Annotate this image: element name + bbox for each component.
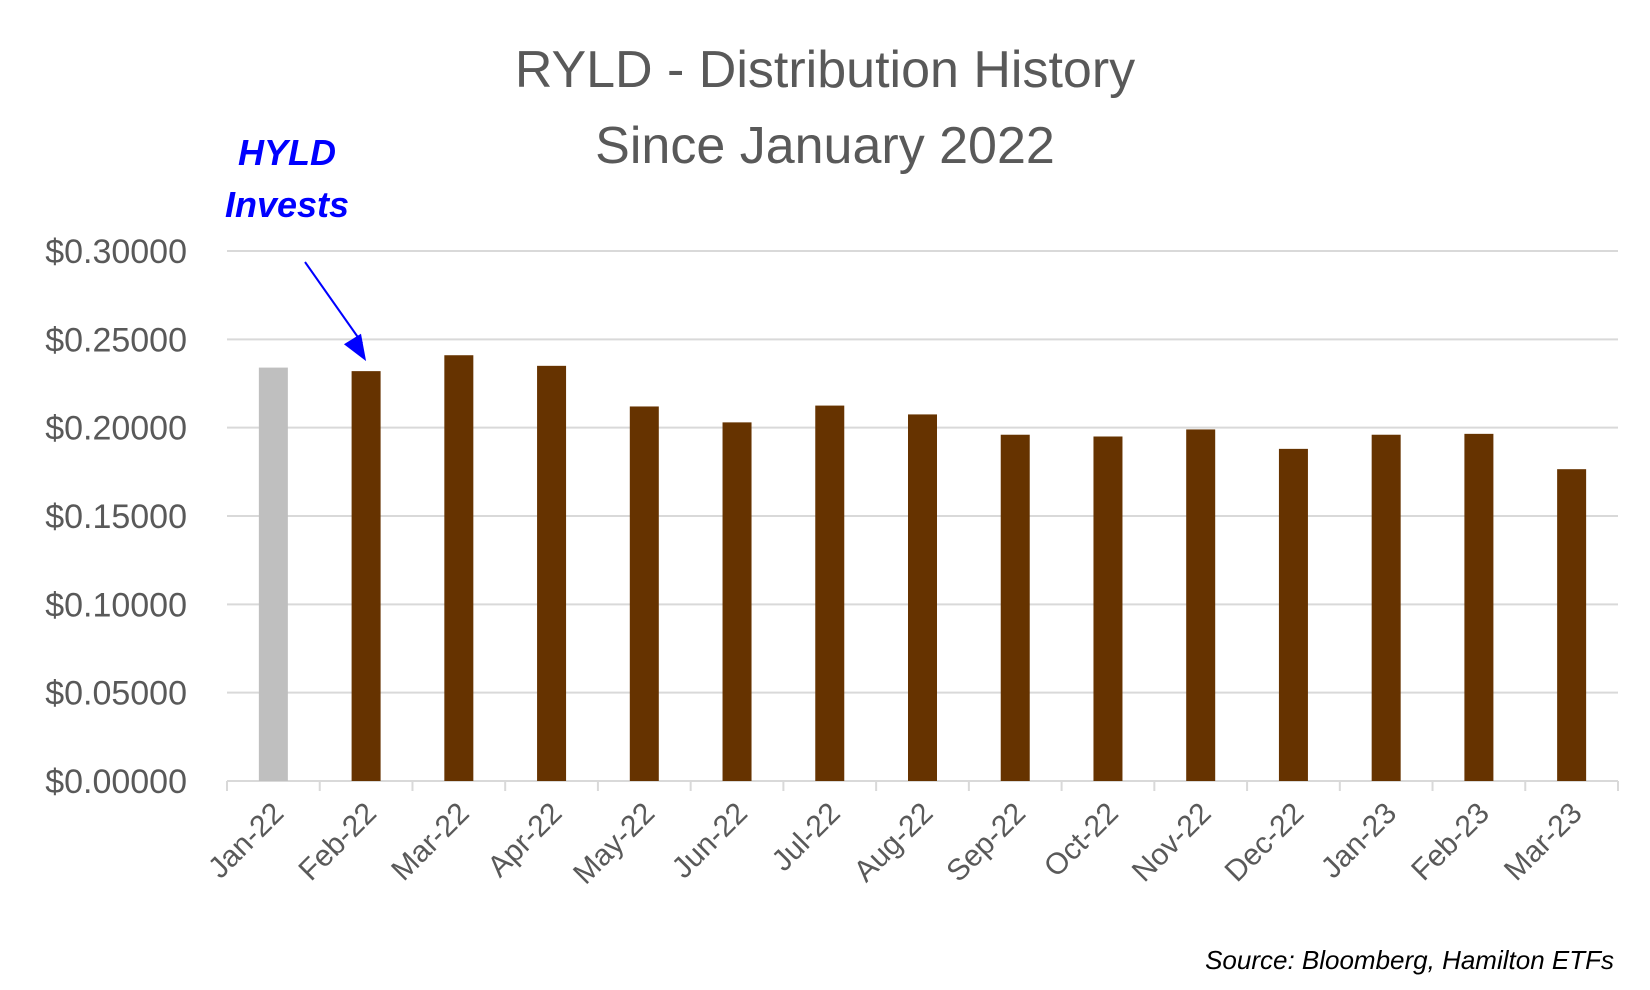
x-tick-label: Dec-22 [1219, 797, 1311, 889]
x-tick-label: Sep-22 [940, 797, 1032, 889]
x-tick-label: Feb-22 [292, 797, 383, 888]
annotation-line1: HYLD [238, 132, 336, 173]
bar-may-22 [629, 406, 659, 781]
bar-mar-22 [444, 355, 474, 781]
x-tick-label: Oct-22 [1038, 797, 1125, 884]
y-tick-label: $0.00000 [45, 763, 187, 801]
bar-feb-22 [351, 371, 381, 781]
y-tick-label: $0.05000 [45, 675, 187, 713]
y-tick-label: $0.15000 [45, 498, 187, 536]
bar-jul-22 [815, 405, 845, 781]
x-tick-label: Nov-22 [1126, 797, 1218, 889]
bar-jan-22 [258, 367, 288, 781]
x-tick-label: Jun-22 [666, 797, 754, 885]
chart-title: RYLD - Distribution History [514, 41, 1136, 99]
x-tick-label: May-22 [567, 797, 661, 891]
bar-mar-23 [1557, 469, 1587, 781]
y-tick-label: $0.10000 [45, 586, 187, 624]
x-tick-label: Aug-22 [848, 797, 940, 889]
x-tick-label: Feb-23 [1405, 797, 1496, 888]
bar-jun-22 [722, 422, 752, 781]
bar-apr-22 [537, 365, 567, 781]
x-tick-label: Apr-22 [482, 797, 569, 884]
bar-nov-22 [1186, 429, 1216, 781]
bar-sep-22 [1000, 434, 1030, 781]
x-tick-label: Mar-23 [1498, 797, 1589, 888]
source-note: Source: Bloomberg, Hamilton ETFs [1205, 945, 1614, 975]
annotation-line2: Invests [224, 184, 350, 225]
bar-feb-23 [1464, 433, 1494, 781]
y-tick-label: $0.20000 [45, 410, 187, 448]
x-tick-label: Jan-23 [1315, 797, 1403, 885]
x-tick-label: Mar-22 [385, 797, 476, 888]
annotation-arrow-head [343, 333, 367, 362]
y-tick-label: $0.30000 [45, 233, 187, 271]
bar-dec-22 [1278, 448, 1308, 781]
bar-oct-22 [1093, 436, 1123, 781]
x-tick-label: Jul-22 [766, 797, 847, 878]
bar-aug-22 [908, 414, 937, 781]
annotation-arrow-line [304, 261, 363, 344]
y-tick-label: $0.25000 [45, 321, 187, 359]
bar-jan-23 [1371, 434, 1401, 781]
x-tick-label: Jan-22 [202, 797, 290, 885]
chart-subtitle: Since January 2022 [595, 117, 1055, 175]
